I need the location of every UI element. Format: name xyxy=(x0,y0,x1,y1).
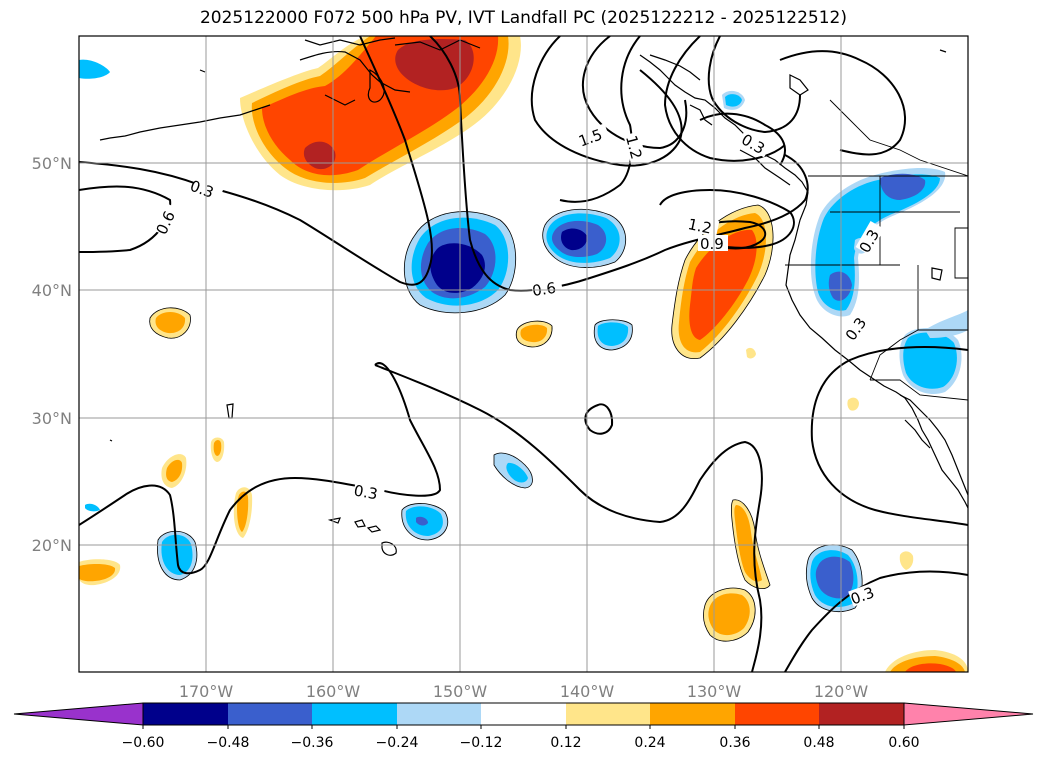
colorbar-tick-3: −0.24 xyxy=(376,735,419,751)
longitude-labels: 170°W 160°W 150°W 140°W 130°W 120°W xyxy=(179,682,869,701)
lat-label-40n: 40°N xyxy=(32,281,72,300)
contour-label-3: 1.2 xyxy=(622,133,646,161)
pv-contours xyxy=(79,36,968,672)
colorbar-segment-4 xyxy=(397,703,481,725)
map-frame xyxy=(78,35,969,673)
pv-positive-alaska xyxy=(240,36,521,191)
contour-label-5: 1.2 xyxy=(686,215,713,238)
colorbar-tick-6: 0.24 xyxy=(634,735,665,751)
lon-label-160w: 160°W xyxy=(306,682,361,701)
pv-positive-small-features xyxy=(79,307,968,672)
colorbar: −0.60 −0.48 −0.36 −0.24 −0.12 0.12 0.24 … xyxy=(13,702,1034,751)
colorbar-tick-7: 0.36 xyxy=(719,735,750,751)
colorbar-tick-1: −0.48 xyxy=(207,735,250,751)
latitude-labels: 50°N 40°N 30°N 20°N xyxy=(32,154,72,555)
colorbar-segment-5 xyxy=(481,703,566,725)
pv-negative-40n-140w xyxy=(542,209,626,268)
colorbar-tick-9: 0.60 xyxy=(888,735,919,751)
colorbar-extend-low xyxy=(13,702,144,726)
colorbar-extend-high xyxy=(903,702,1034,726)
contour-label-8: 0.3 xyxy=(352,482,379,504)
colorbar-tick-2: −0.36 xyxy=(291,735,334,751)
lon-label-150w: 150°W xyxy=(433,682,488,701)
lat-label-30n: 30°N xyxy=(32,409,72,428)
lon-label-140w: 140°W xyxy=(560,682,615,701)
colorbar-segment-7 xyxy=(650,703,735,725)
colorbar-tick-0: −0.60 xyxy=(122,735,165,751)
colorbar-segment-3 xyxy=(312,703,397,725)
colorbar-segment-6 xyxy=(566,703,650,725)
colorbar-tick-8: 0.48 xyxy=(803,735,834,751)
colorbar-segment-2 xyxy=(228,703,312,725)
contour-label-7: 0.6 xyxy=(531,279,557,300)
map-title: 2025122000 F072 500 hPa PV, IVT Landfall… xyxy=(199,8,847,28)
lon-label-120w: 120°W xyxy=(814,682,869,701)
colorbar-segment-9 xyxy=(819,703,904,725)
colorbar-segment-8 xyxy=(735,703,819,725)
shading-outlines xyxy=(149,204,863,642)
lat-label-50n: 50°N xyxy=(32,154,72,173)
lon-label-130w: 130°W xyxy=(687,682,742,701)
colorbar-segment-1 xyxy=(143,703,228,725)
map-content: 0.3 0.6 1.5 1.2 0.3 1.2 0.9 0.6 0.3 0.3 … xyxy=(79,36,968,672)
colorbar-tick-5: 0.12 xyxy=(550,735,581,751)
lon-label-170w: 170°W xyxy=(179,682,234,701)
contour-label-6: 0.9 xyxy=(700,235,724,253)
coastlines xyxy=(99,37,968,556)
contour-labels: 0.3 0.6 1.5 1.2 0.3 1.2 0.9 0.6 0.3 0.3 … xyxy=(153,123,885,609)
colorbar-tick-4: −0.12 xyxy=(460,735,503,751)
lat-label-20n: 20°N xyxy=(32,536,72,555)
gridlines xyxy=(79,36,968,672)
